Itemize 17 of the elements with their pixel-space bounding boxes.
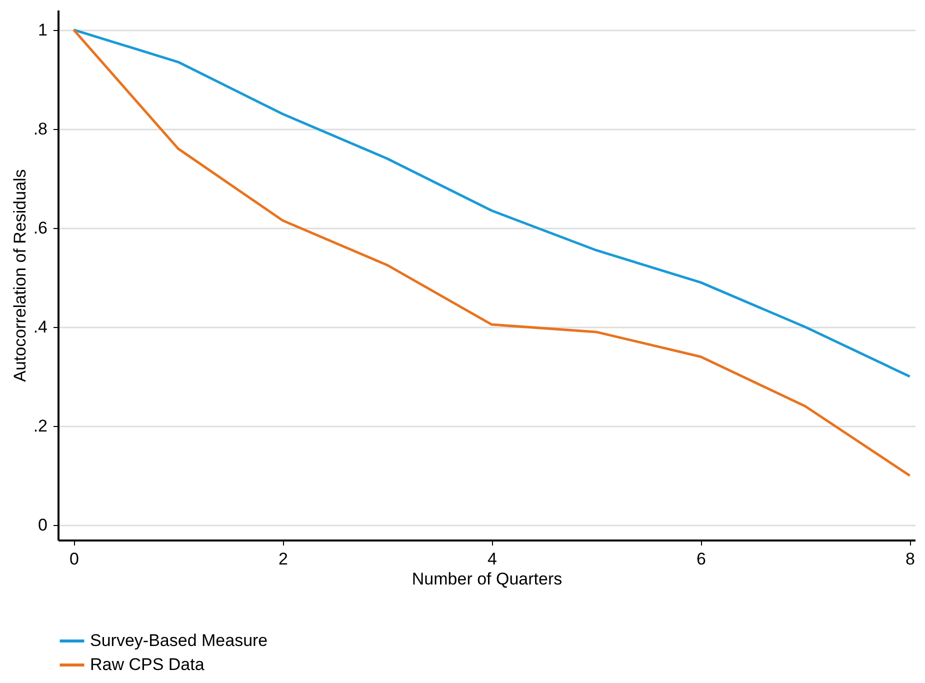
- y-tick-label: 1: [38, 20, 48, 40]
- x-tick-label: 8: [906, 550, 916, 568]
- legend-label: Survey-Based Measure: [90, 631, 268, 650]
- y-tick-label: .4: [33, 318, 48, 337]
- x-axis-title: Number of Quarters: [412, 570, 562, 588]
- y-tick-label: .8: [33, 119, 48, 138]
- line-series: [72, 28, 912, 477]
- x-tick-label: 0: [69, 550, 79, 568]
- x-tick-label: 2: [278, 550, 288, 568]
- y-axis-title: Autocorrelation of Residuals: [10, 169, 30, 382]
- x-tick-label: 4: [487, 550, 497, 568]
- x-tick-label: 6: [696, 550, 706, 568]
- y-tick-label: .6: [33, 218, 48, 238]
- y-tick-label: 0: [38, 516, 48, 535]
- y-tick-label: .2: [33, 416, 48, 436]
- line-series: [72, 28, 912, 378]
- legend-label: Raw CPS Data: [90, 655, 205, 674]
